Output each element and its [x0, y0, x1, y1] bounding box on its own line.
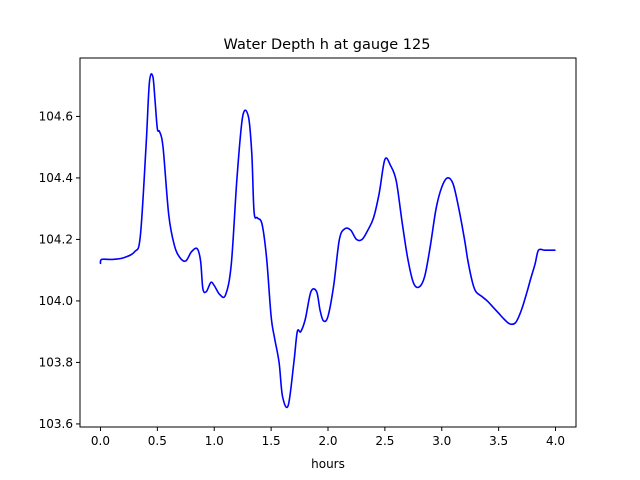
y-tick-label: 104.4: [39, 171, 73, 185]
y-tick-label: 103.6: [39, 417, 73, 431]
y-axis: 103.6 103.8 104.0 104.2 104.4 104.6: [39, 109, 80, 431]
x-tick-label: 0.5: [148, 434, 167, 448]
x-tick-label: 2.5: [375, 434, 394, 448]
y-tick-label: 104.0: [39, 294, 73, 308]
x-tick-label: 3.0: [432, 434, 451, 448]
x-tick-label: 0.0: [91, 434, 110, 448]
x-axis: 0.0 0.5 1.0 1.5 2.0 2.5 3.0 3.5 4.0: [91, 427, 565, 448]
x-tick-label: 2.0: [318, 434, 337, 448]
x-tick-label: 1.0: [205, 434, 224, 448]
y-tick-label: 103.8: [39, 355, 73, 369]
plot-frame: [79, 57, 577, 428]
series-line: [99, 73, 556, 409]
chart-title: Water Depth h at gauge 125: [224, 37, 431, 53]
y-tick-label: 104.2: [39, 232, 73, 246]
x-tick-label: 3.5: [489, 434, 508, 448]
x-axis-label: hours: [311, 457, 345, 471]
y-tick-label: 104.6: [39, 109, 73, 123]
x-tick-label: 1.5: [262, 434, 281, 448]
series-layer: [99, 73, 556, 409]
x-tick-label: 4.0: [546, 434, 565, 448]
